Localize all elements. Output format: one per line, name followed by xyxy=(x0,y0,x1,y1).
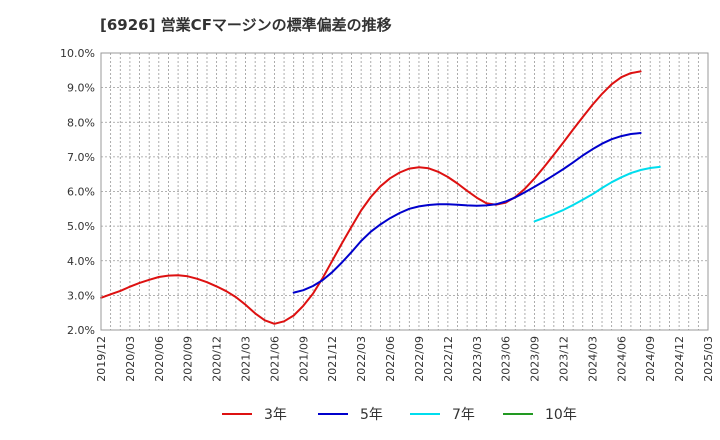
y-axis-ticks: 2.0% 3.0% 4.0% 5.0% 6.0% 7.0% 8.0% 9.0% 10.0% xyxy=(60,47,95,337)
series-line xyxy=(292,132,642,294)
x-tick-label: 2024/09 xyxy=(644,336,657,382)
x-tick-label: 2020/06 xyxy=(153,336,166,382)
x-axis-ticks: 2019/12 2020/03 2020/06 2020/09 2020/12 2021/… xyxy=(95,336,715,382)
x-tick-label: 2022/06 xyxy=(384,336,397,382)
y-tick-label: 3.0% xyxy=(67,289,95,302)
y-tick-label: 9.0% xyxy=(67,82,95,95)
series-line xyxy=(533,165,661,223)
legend-label: 3年 xyxy=(264,407,287,423)
y-tick-label: 2.0% xyxy=(67,324,95,337)
x-tick-label: 2021/03 xyxy=(240,336,253,382)
y-tick-label: 10.0% xyxy=(60,47,95,60)
chart-title: [6926] 営業CFマージンの標準偏差の推移 xyxy=(100,16,392,34)
x-tick-label: 2020/12 xyxy=(211,336,224,382)
x-tick-label: 2019/12 xyxy=(95,336,108,382)
legend-label: 10年 xyxy=(545,407,577,423)
x-tick-label: 2022/09 xyxy=(413,336,426,382)
y-tick-label: 5.0% xyxy=(67,220,95,233)
x-tick-label: 2021/09 xyxy=(297,336,310,382)
x-tick-label: 2024/06 xyxy=(615,336,628,382)
series-line xyxy=(100,70,642,325)
x-tick-label: 2021/06 xyxy=(268,336,281,382)
x-tick-label: 2020/03 xyxy=(124,336,137,382)
x-tick-label: 2023/09 xyxy=(529,336,542,382)
plot-frame xyxy=(100,52,709,331)
y-tick-label: 8.0% xyxy=(67,116,95,129)
grid xyxy=(101,52,708,331)
x-tick-label: 2020/09 xyxy=(182,336,195,382)
legend-label: 7年 xyxy=(452,407,475,423)
x-tick-label: 2023/12 xyxy=(557,336,570,382)
x-tick-label: 2021/12 xyxy=(326,336,339,382)
x-tick-label: 2022/03 xyxy=(355,336,368,382)
y-tick-label: 4.0% xyxy=(67,255,95,268)
legend-label: 5年 xyxy=(360,407,383,423)
x-tick-label: 2022/12 xyxy=(442,336,455,382)
x-tick-label: 2025/03 xyxy=(702,336,715,382)
x-tick-label: 2023/06 xyxy=(500,336,513,382)
x-tick-label: 2024/03 xyxy=(586,336,599,382)
series-lines xyxy=(100,70,661,325)
x-tick-label: 2024/12 xyxy=(673,336,686,382)
y-tick-label: 7.0% xyxy=(67,151,95,164)
y-tick-label: 6.0% xyxy=(67,186,95,199)
x-tick-label: 2023/03 xyxy=(471,336,484,382)
legend: 3年 5年 7年 10年 xyxy=(222,407,577,423)
